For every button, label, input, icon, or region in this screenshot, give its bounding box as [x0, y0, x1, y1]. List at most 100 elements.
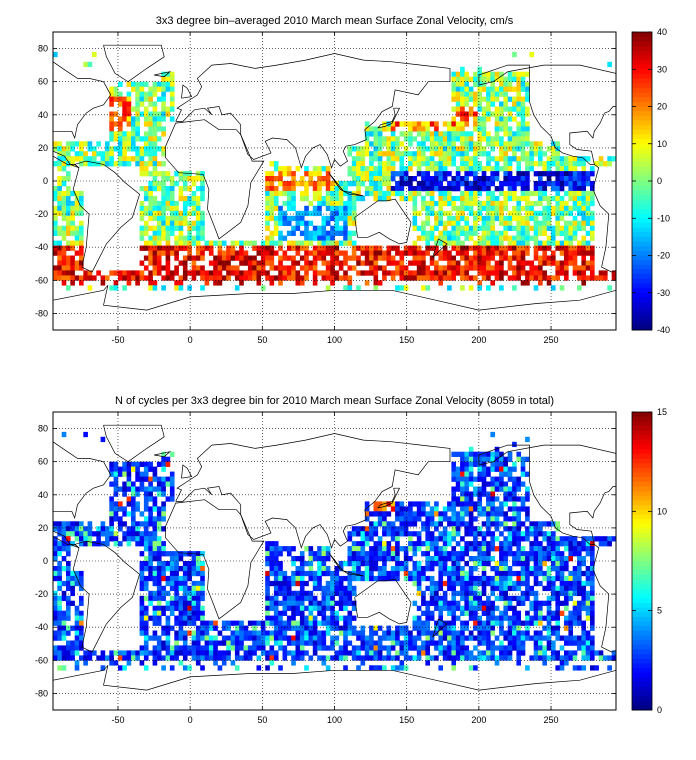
heatmap-cell	[455, 265, 461, 271]
heatmap-cell	[57, 645, 62, 651]
heatmap-cell	[373, 541, 379, 547]
heatmap-cell	[455, 91, 461, 97]
heatmap-cell	[464, 265, 470, 271]
heatmap-cell	[451, 136, 457, 142]
heatmap-cell	[477, 205, 483, 212]
heatmap-cell	[187, 270, 192, 276]
heatmap-cell	[247, 255, 253, 261]
heatmap-cell	[373, 561, 379, 567]
heatmap-cell	[61, 431, 67, 438]
heatmap-cell	[503, 566, 509, 572]
heatmap-cell	[217, 255, 223, 261]
colorbar-band	[632, 306, 652, 312]
heatmap-cell	[551, 590, 556, 597]
heatmap-cell	[334, 275, 340, 281]
heatmap-cell	[382, 176, 387, 182]
heatmap-cell	[429, 166, 435, 172]
heatmap-cell	[304, 230, 309, 236]
heatmap-cell	[460, 71, 465, 77]
y-tick-label: 60	[38, 77, 48, 87]
heatmap-cell	[57, 546, 62, 552]
heatmap-cell	[156, 270, 162, 276]
heatmap-cell	[442, 561, 448, 567]
heatmap-cell	[66, 151, 71, 157]
heatmap-cell	[438, 136, 444, 142]
heatmap-cell	[581, 580, 587, 587]
heatmap-cell	[308, 561, 314, 567]
heatmap-cell	[468, 610, 474, 616]
heatmap-cell	[451, 91, 457, 97]
heatmap-cell	[529, 600, 535, 606]
heatmap-cell	[438, 240, 444, 246]
heatmap-cell	[139, 575, 145, 582]
heatmap-cell	[66, 240, 71, 246]
heatmap-cell	[507, 451, 513, 457]
heatmap-cell	[460, 81, 465, 87]
heatmap-cell	[61, 195, 67, 202]
heatmap-cell	[425, 521, 431, 527]
heatmap-cell	[490, 136, 496, 142]
heatmap-cell	[269, 275, 275, 281]
heatmap-cell	[486, 556, 491, 562]
heatmap-cell	[195, 230, 201, 236]
heatmap-cell	[451, 146, 457, 152]
heatmap-cell	[490, 575, 496, 582]
heatmap-cell	[143, 275, 149, 281]
heatmap-cell	[351, 166, 357, 172]
heatmap-cell	[460, 461, 465, 467]
heatmap-cell	[542, 220, 548, 226]
heatmap-cell	[291, 575, 296, 582]
heatmap-cell	[421, 511, 426, 517]
heatmap-cell	[512, 635, 517, 641]
heatmap-cell	[139, 476, 145, 482]
heatmap-cell	[347, 275, 353, 281]
heatmap-cell	[377, 126, 383, 132]
heatmap-cell	[169, 245, 175, 251]
heatmap-cell	[503, 166, 509, 172]
heatmap-cell	[512, 511, 517, 517]
heatmap-cell	[148, 111, 153, 117]
heatmap-cell	[395, 526, 400, 532]
heatmap-cell	[286, 240, 292, 246]
heatmap-cell	[247, 645, 253, 651]
heatmap-cell	[161, 645, 166, 651]
heatmap-cell	[442, 195, 448, 202]
heatmap-cell	[66, 225, 71, 231]
heatmap-cell	[373, 521, 379, 527]
heatmap-cell	[195, 556, 201, 562]
heatmap-cell	[269, 260, 275, 266]
heatmap-cell	[442, 245, 448, 251]
heatmap-cell	[61, 625, 67, 631]
heatmap-cell	[412, 215, 418, 222]
heatmap-cell	[542, 245, 548, 251]
heatmap-cell	[568, 195, 574, 202]
heatmap-cell	[122, 136, 127, 142]
heatmap-cell	[330, 580, 335, 587]
heatmap-cell	[61, 260, 67, 266]
heatmap-cell	[559, 610, 565, 616]
heatmap-cell	[468, 91, 474, 97]
heatmap-cell	[538, 195, 543, 202]
heatmap-cell	[442, 600, 448, 606]
heatmap-cell	[481, 166, 487, 172]
heatmap-cell	[273, 580, 279, 587]
heatmap-cell	[148, 131, 153, 137]
heatmap-cell	[161, 516, 166, 522]
heatmap-cell	[334, 260, 340, 266]
heatmap-cell	[568, 630, 574, 636]
colorbar-band	[632, 55, 652, 61]
heatmap-cell	[321, 235, 327, 241]
heatmap-cell	[269, 561, 275, 567]
coastline	[165, 119, 265, 240]
heatmap-cell	[559, 200, 565, 207]
heatmap-cell	[455, 235, 461, 241]
heatmap-cell	[568, 541, 574, 547]
heatmap-cell	[304, 245, 309, 251]
heatmap-cell	[109, 131, 114, 137]
heatmap-cell	[57, 161, 62, 167]
heatmap-cell	[512, 585, 517, 592]
heatmap-cell	[369, 186, 374, 192]
heatmap-cell	[221, 640, 227, 646]
heatmap-cell	[74, 225, 80, 231]
colorbar-band	[632, 92, 652, 98]
